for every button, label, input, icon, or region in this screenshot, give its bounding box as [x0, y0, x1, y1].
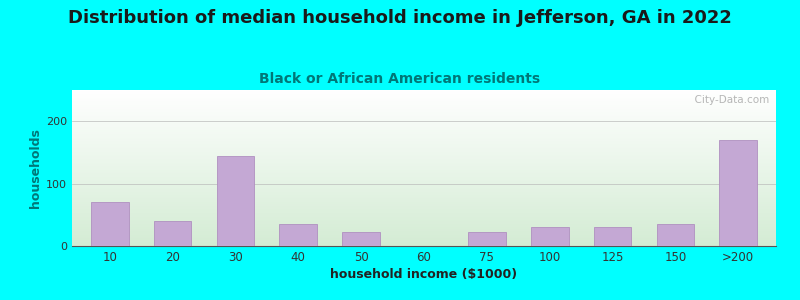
Bar — [468, 232, 506, 246]
Bar — [531, 227, 569, 246]
Text: Distribution of median household income in Jefferson, GA in 2022: Distribution of median household income … — [68, 9, 732, 27]
Bar — [657, 224, 694, 246]
Text: City-Data.com: City-Data.com — [688, 95, 769, 105]
Y-axis label: households: households — [29, 128, 42, 208]
Bar — [719, 140, 757, 246]
Text: Black or African American residents: Black or African American residents — [259, 72, 541, 86]
Bar — [91, 202, 129, 246]
Bar — [279, 224, 317, 246]
Bar — [342, 232, 380, 246]
Bar — [154, 221, 191, 246]
Bar — [217, 155, 254, 246]
X-axis label: household income ($1000): household income ($1000) — [330, 268, 518, 281]
Bar — [594, 227, 631, 246]
